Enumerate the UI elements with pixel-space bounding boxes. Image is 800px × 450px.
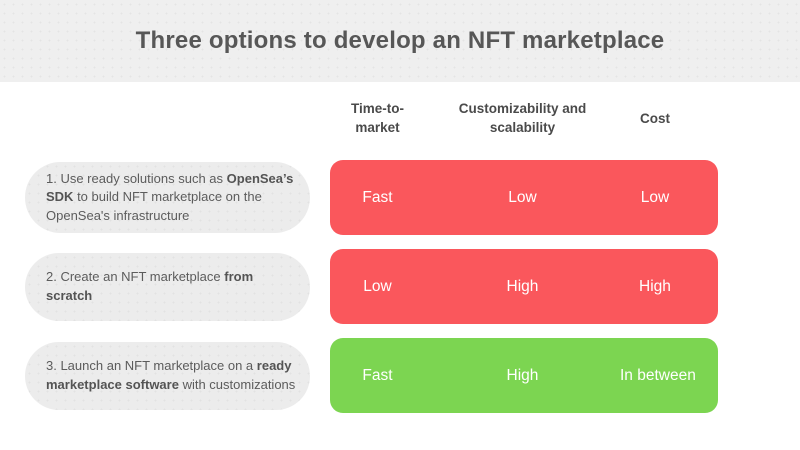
column-header-customizability: Customizability and scalability [425,100,620,138]
option-text: to build NFT marketplace on the OpenSea'… [46,189,262,223]
option-text-bold: OpenSea’s SDK [46,170,294,205]
option-text-bold: from scratch [46,269,254,303]
option-text: with customizations [178,376,296,392]
page-title: Three options to develop an NFT marketpl… [135,27,665,54]
option-pill-3: 3. Launch an NFT marketplace on a ready … [25,341,310,410]
ratings-bar-3: Fast High In between [330,338,718,413]
comparison-rows: 1. Use ready solutions such as OpenSea’s… [0,160,800,413]
ratings-bar-2: Low High High [330,249,718,324]
option-row-2: 2. Create an NFT marketplace from scratc… [0,249,800,324]
rating-value-time-to-market: Low [363,277,392,295]
column-headers: Time-to-market Customizability and scala… [330,97,718,141]
column-header-label: Cost [640,110,670,126]
option-pill-2: 2. Create an NFT marketplace from scratc… [25,252,310,321]
column-header-label: Customizability and scalability [458,101,587,135]
option-text-bold: ready marketplace software [46,358,292,392]
column-header-cost: Cost [620,110,718,129]
rating-value-time-to-market: Fast [362,366,393,384]
title-band: Three options to develop an NFT marketpl… [0,0,800,82]
option-description: 2. Create an NFT marketplace from scratc… [46,268,298,305]
option-description: 1. Use ready solutions such as OpenSea’s… [46,170,298,225]
option-description: 3. Launch an NFT marketplace on a ready … [46,357,298,394]
option-row-1: 1. Use ready solutions such as OpenSea’s… [0,160,800,235]
option-text: 3. Launch an NFT marketplace on a [46,358,257,374]
ratings-bar-1: Fast Low Low [330,160,718,235]
option-row-3: 3. Launch an NFT marketplace on a ready … [0,338,800,413]
option-text: 2. Create an NFT marketplace [46,269,225,285]
rating-value-cost: Low [640,188,670,206]
option-pill-1: 1. Use ready solutions such as OpenSea’s… [25,161,310,234]
option-text: 1. Use ready solutions such as [46,170,227,186]
rating-value-customizability: Low [508,188,537,206]
column-header-time-to-market: Time-to-market [330,100,425,138]
column-header-label: Time-to-market [351,101,404,135]
rating-value-customizability: High [506,366,539,384]
rating-value-time-to-market: Fast [362,188,393,206]
rating-value-customizability: High [506,277,539,295]
rating-value-cost: High [639,277,671,295]
rating-value-cost: In between [620,366,696,384]
